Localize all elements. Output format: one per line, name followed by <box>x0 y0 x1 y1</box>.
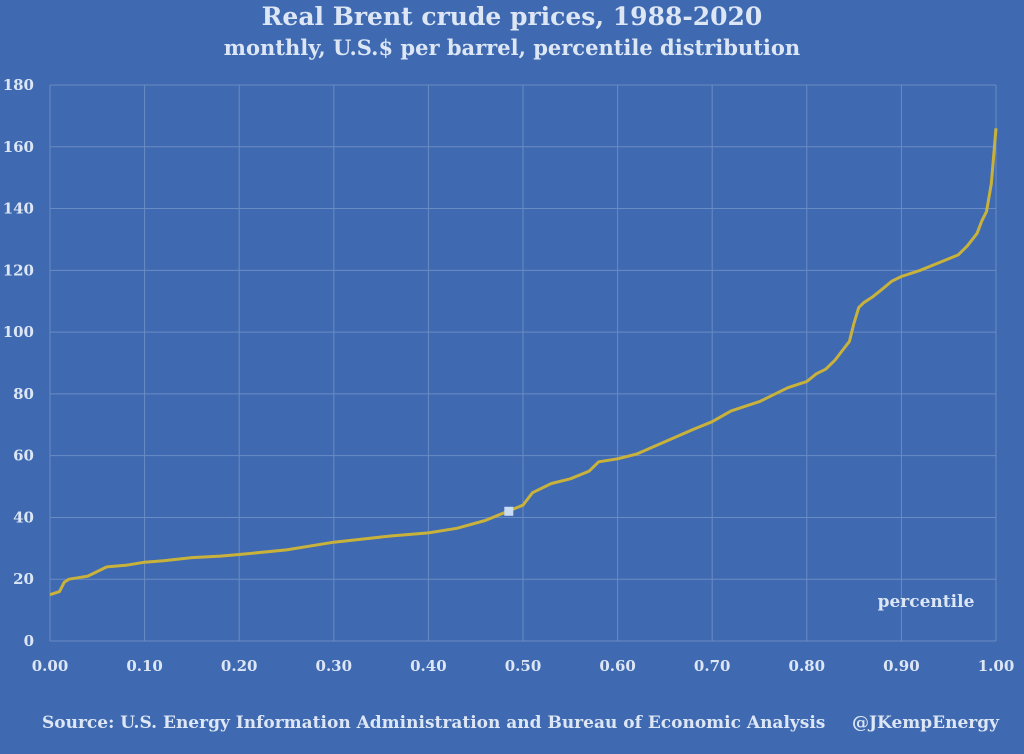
y-tick-label: 140 <box>3 200 34 218</box>
source-note: Source: U.S. Energy Information Administ… <box>42 713 826 733</box>
y-tick-label: 180 <box>3 76 34 94</box>
y-tick-label: 20 <box>13 570 34 588</box>
axis-ticks: 0.00 0.10 0.20 0.30 0.40 0.50 0.60 0.70 0.80 0.90… <box>3 76 1015 675</box>
x-tick-label: 1.00 <box>978 657 1015 675</box>
y-tick-label: 120 <box>3 261 34 279</box>
x-tick-label: 0.30 <box>316 657 353 675</box>
x-tick-label: 0.90 <box>883 657 920 675</box>
y-tick-label: 80 <box>13 385 34 403</box>
series-line-brent-price <box>49 128 998 597</box>
x-tick-label: 0.70 <box>694 657 731 675</box>
y-tick-label: 60 <box>13 447 34 465</box>
y-tick-label: 100 <box>3 323 34 341</box>
gridlines <box>49 84 997 642</box>
y-tick-label: 0 <box>24 632 34 650</box>
y-tick-label: 40 <box>13 508 34 526</box>
median-marker-point <box>504 506 514 516</box>
chart-subtitle: monthly, U.S.$ per barrel, percentile di… <box>223 35 801 60</box>
chart-title: Real Brent crude prices, 1988-2020 <box>261 2 763 31</box>
x-tick-label: 0.00 <box>32 657 69 675</box>
x-tick-label: 0.20 <box>221 657 258 675</box>
x-tick-label: 0.80 <box>789 657 826 675</box>
x-tick-label: 0.60 <box>599 657 636 675</box>
x-tick-label: 0.10 <box>126 657 163 675</box>
percentile-annotation: percentile <box>878 592 975 612</box>
author-credit: @JKempEnergy <box>852 713 999 733</box>
y-tick-label: 160 <box>3 138 34 156</box>
x-tick-label: 0.40 <box>410 657 447 675</box>
x-tick-label: 0.50 <box>505 657 542 675</box>
